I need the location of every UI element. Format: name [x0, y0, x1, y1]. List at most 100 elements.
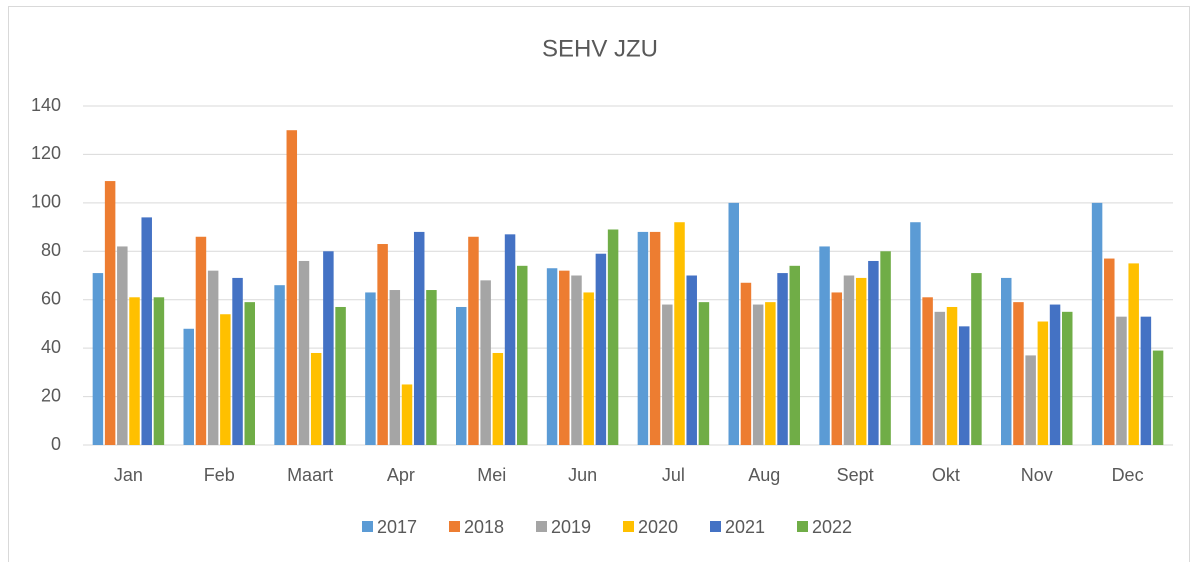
bar — [752, 304, 764, 445]
bar — [946, 306, 958, 445]
y-tick-label: 140 — [31, 95, 61, 115]
chart-title: SEHV JZU — [542, 35, 658, 62]
x-tick-label: Nov — [1021, 465, 1053, 485]
bar — [274, 285, 285, 445]
x-tick-label: Aug — [748, 465, 780, 485]
legend-swatch — [710, 521, 721, 532]
bar — [413, 231, 425, 445]
bar — [504, 234, 516, 445]
bar — [129, 297, 140, 445]
bar — [426, 290, 437, 445]
bar — [1001, 277, 1012, 445]
bar — [1128, 263, 1139, 445]
bar — [571, 275, 582, 445]
bar — [1062, 311, 1073, 445]
bar — [971, 273, 982, 445]
bar — [674, 222, 685, 445]
bar — [141, 217, 152, 445]
legend-swatch — [449, 521, 460, 532]
x-tick-label: Feb — [204, 465, 235, 485]
bar — [637, 231, 649, 445]
x-tick-label: Apr — [387, 465, 415, 485]
bar — [207, 270, 219, 445]
bar — [401, 384, 413, 445]
bar — [1152, 350, 1164, 445]
bar — [662, 304, 673, 445]
bar — [559, 270, 570, 445]
y-tick-label: 80 — [41, 240, 61, 260]
bar — [104, 181, 116, 446]
x-tick-label: Dec — [1112, 465, 1144, 485]
bar — [958, 326, 970, 445]
x-tick-label: Jan — [114, 465, 143, 485]
bar — [92, 273, 104, 445]
legend-swatch — [362, 521, 373, 532]
bar — [1140, 316, 1152, 445]
bar — [765, 302, 776, 445]
bar — [607, 229, 619, 445]
bar — [153, 297, 165, 445]
bar — [728, 202, 739, 445]
bar — [698, 302, 710, 445]
bar — [323, 251, 334, 445]
bar — [195, 236, 207, 445]
bar — [740, 282, 752, 445]
legend-label: 2019 — [551, 517, 591, 537]
bar — [117, 246, 128, 445]
x-tick-label: Sept — [837, 465, 874, 485]
bar — [583, 292, 594, 445]
legend-swatch — [797, 521, 808, 532]
legend-swatch — [536, 521, 547, 532]
bar — [1037, 321, 1049, 445]
bar — [365, 292, 376, 445]
bar — [1013, 302, 1024, 445]
bar — [595, 253, 607, 445]
x-tick-label: Jul — [662, 465, 685, 485]
bar — [789, 265, 800, 445]
bar — [910, 222, 921, 445]
bar — [232, 277, 243, 445]
y-tick-label: 100 — [31, 192, 61, 212]
bar — [389, 290, 401, 445]
bar — [456, 306, 467, 445]
y-tick-label: 20 — [41, 385, 61, 405]
bar — [855, 277, 867, 445]
bar — [686, 275, 697, 445]
bar — [492, 352, 504, 445]
bar — [480, 280, 491, 445]
legend-label: 2018 — [464, 517, 504, 537]
bar — [1025, 355, 1036, 445]
legend-label: 2017 — [377, 517, 417, 537]
x-tick-label: Mei — [477, 465, 506, 485]
y-tick-label: 40 — [41, 337, 61, 357]
bar — [777, 273, 788, 445]
legend-label: 2022 — [812, 517, 852, 537]
bar — [934, 311, 946, 445]
bar — [1049, 304, 1061, 445]
y-tick-label: 0 — [51, 434, 61, 454]
bar — [310, 352, 322, 445]
legend-label: 2020 — [638, 517, 678, 537]
y-tick-label: 60 — [41, 288, 61, 308]
bar — [298, 260, 310, 445]
bar — [880, 251, 891, 445]
bar — [819, 246, 830, 445]
bar — [1091, 202, 1103, 445]
bar — [843, 275, 855, 445]
x-tick-label: Okt — [932, 465, 960, 485]
bar — [286, 130, 298, 445]
bar — [377, 244, 388, 445]
bar — [335, 306, 346, 445]
bar — [831, 292, 843, 445]
bar — [517, 265, 528, 445]
bar — [244, 302, 255, 445]
bar — [922, 297, 933, 445]
bar — [220, 314, 231, 445]
bar — [546, 268, 558, 445]
bar — [1104, 258, 1115, 445]
bar — [183, 328, 194, 445]
bar — [1116, 316, 1127, 445]
legend-swatch — [623, 521, 634, 532]
y-tick-label: 120 — [31, 143, 61, 163]
